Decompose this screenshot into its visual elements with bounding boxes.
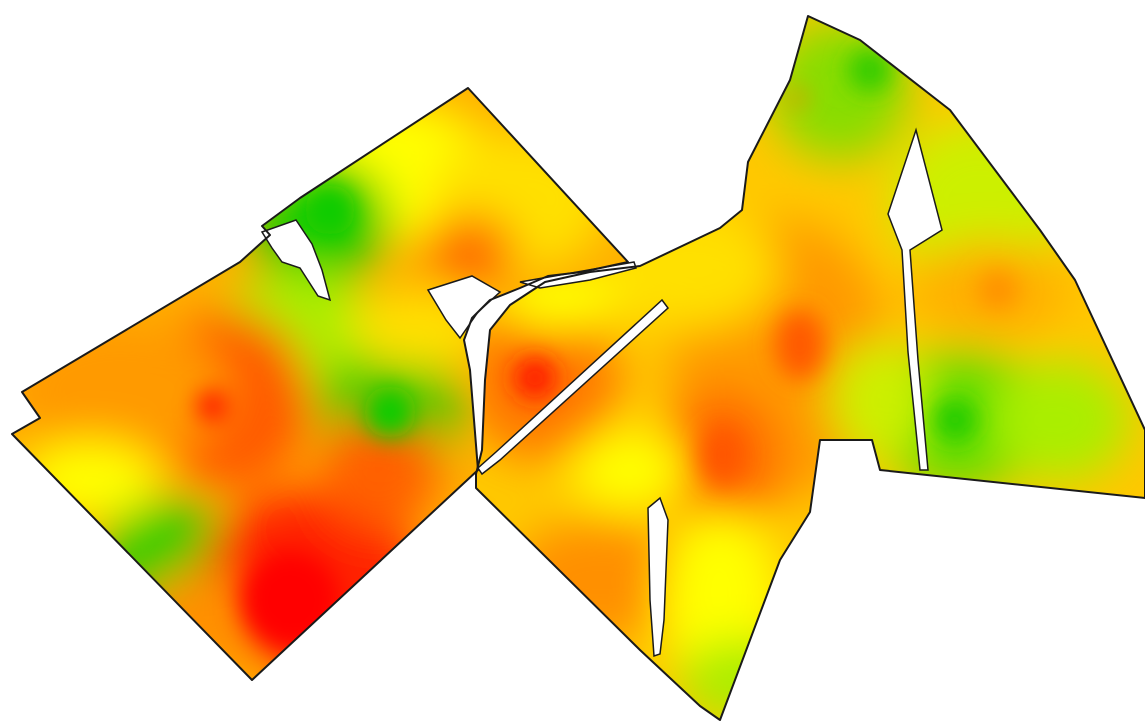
center-field-boundary [475,15,1145,721]
field-boundaries [11,15,1145,721]
center-field [476,16,1145,720]
west-field-boundary [11,87,629,681]
